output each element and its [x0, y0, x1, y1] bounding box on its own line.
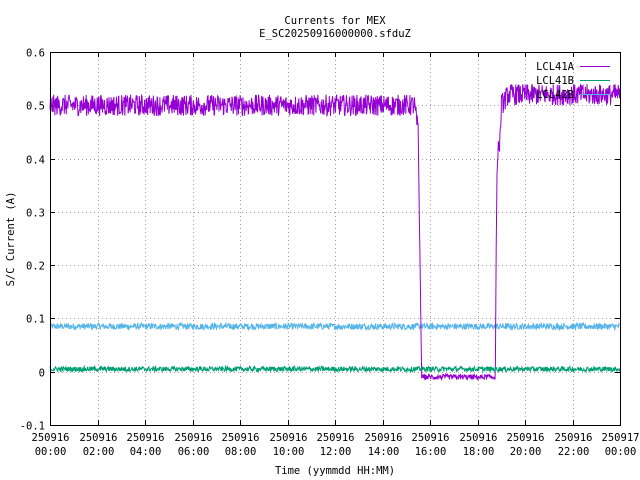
series-area: [49, 83, 621, 382]
x-axis: 250916 00:00 250916 02:00 250916 04:00 250916 0…: [32, 52, 640, 458]
legend: LCL41A LCL41B LCL42B: [536, 61, 610, 101]
x-tick-label-date: 250916: [365, 432, 403, 444]
series-line-lcl41b: [49, 364, 621, 374]
y-tick-label: 0.2: [26, 261, 45, 273]
x-tick-label-time: 02:00: [83, 446, 115, 458]
x-tick-label-date: 250916: [80, 432, 118, 444]
x-tick-label-time: 00:00: [605, 446, 637, 458]
x-tick-label-date: 250916: [270, 432, 308, 444]
plot-frame: [50, 52, 621, 426]
x-tick-label-date: 250916: [460, 432, 498, 444]
y-tick-label: -0.1: [20, 421, 45, 433]
x-tick-label-time: 04:00: [130, 446, 162, 458]
y-tick-label: 0.1: [26, 314, 45, 326]
x-tick-label-date: 250916: [32, 432, 70, 444]
x-tick-label-date: 250917: [602, 432, 640, 444]
x-tick-label-date: 250916: [412, 432, 450, 444]
x-axis-label: Time (yymmdd HH:MM): [275, 465, 395, 477]
x-tick-label-date: 250916: [175, 432, 213, 444]
y-tick-label: 0: [39, 368, 45, 380]
x-tick-label-date: 250916: [317, 432, 355, 444]
series-line-lcl41a: [49, 83, 621, 382]
chart-subtitle: E_SC20250916000000.sfduZ: [259, 28, 411, 40]
x-tick-label-time: 14:00: [368, 446, 400, 458]
x-tick-label-date: 250916: [222, 432, 260, 444]
series-line-lcl42b: [49, 321, 620, 332]
y-tick-label: 0.5: [26, 101, 45, 113]
x-tick-label-date: 250916: [127, 432, 165, 444]
x-tick-label-time: 06:00: [178, 446, 210, 458]
y-tick-label: 0.3: [26, 208, 45, 220]
x-tick-label-date: 250916: [555, 432, 593, 444]
x-tick-label-time: 12:00: [320, 446, 352, 458]
legend-label: LCL41A: [536, 61, 575, 73]
x-tick-label-time: 18:00: [463, 446, 495, 458]
x-tick-label-time: 10:00: [273, 446, 305, 458]
chart-title: Currents for MEX: [284, 15, 386, 27]
x-tick-label-time: 22:00: [558, 446, 590, 458]
legend-label: LCL42B: [536, 89, 574, 101]
x-tick-label-time: 08:00: [225, 446, 257, 458]
x-tick-label-date: 250916: [507, 432, 545, 444]
x-tick-label-time: 00:00: [35, 446, 67, 458]
x-tick-label-time: 16:00: [415, 446, 447, 458]
y-tick-label: 0.6: [26, 48, 45, 60]
x-tick-label-time: 20:00: [510, 446, 542, 458]
y-tick-label: 0.4: [26, 155, 45, 167]
legend-label: LCL41B: [536, 75, 574, 87]
y-axis-label: S/C Current (A): [5, 192, 17, 287]
